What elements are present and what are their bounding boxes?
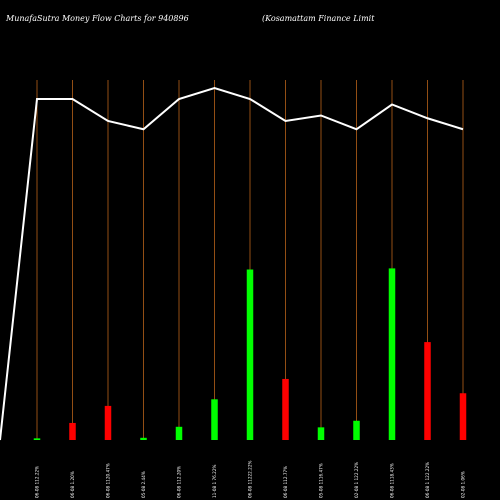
x-tick-label: 11-08 1 76.22% (212, 465, 217, 498)
bar (104, 405, 112, 440)
bar (317, 427, 325, 440)
bar (211, 399, 218, 440)
bar (140, 437, 147, 440)
bar (388, 268, 396, 440)
chart-title: MunafaSutra Money Flow Charts for 940896 (5, 14, 189, 23)
x-tick-label: 06-08 1.20% (70, 471, 75, 498)
x-tick-label: 06-08 1 122.22% (425, 462, 430, 498)
x-tick-label: 06-08 11222.22% (248, 461, 253, 498)
x-tick-label: 05-08 1116.47% (319, 463, 324, 498)
flow-line-group (0, 86, 464, 441)
x-tick-label: 06-08 1120.47% (106, 463, 111, 498)
bar (246, 269, 254, 440)
chart-subtitle: (Kosamattam Finance Limit (262, 14, 375, 23)
x-tick-labels: 06-08 112.22% 06-08 1.20% 06-08 1120.47% 05… (35, 461, 466, 498)
bar (424, 342, 431, 440)
bar (69, 422, 76, 440)
x-tick-label: 06-08 112.22% (35, 466, 40, 498)
bar (459, 393, 467, 440)
x-tick-label: 05-08 2.44% (141, 471, 146, 498)
x-tick-label: 06-08 112.20% (177, 466, 182, 498)
x-tick-label: 02-08 1 122.22% (354, 462, 359, 498)
x-tick-label: 02-08 1.06% (461, 471, 466, 498)
flow-line (0, 86, 464, 441)
bars (33, 268, 467, 440)
x-tick-label: 06-08 112.77% (283, 466, 288, 498)
bar (353, 420, 360, 440)
x-tick-label: 06-08 1118.43% (390, 463, 395, 498)
grid-lines (36, 80, 464, 440)
bar (33, 438, 41, 440)
bar (282, 378, 289, 440)
bar (175, 426, 183, 440)
